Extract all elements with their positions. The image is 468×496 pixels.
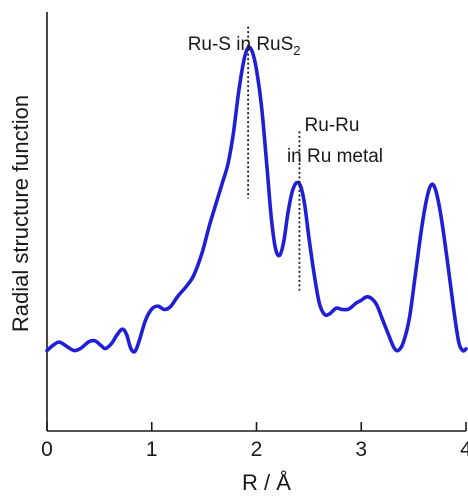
x-tick-label: 0 xyxy=(41,438,53,461)
x-tick-label: 4 xyxy=(460,438,468,461)
label-ru-s: Ru-S in RuS2 xyxy=(188,34,301,58)
x-tick-label: 3 xyxy=(355,438,367,461)
series-group xyxy=(45,45,468,354)
label-ru-ru: Ru-Ru xyxy=(305,115,360,136)
x-axis-title: R / Å xyxy=(242,470,291,495)
y-axis-title: Radial structure function xyxy=(8,95,33,332)
x-ticks: 0 1 2 3 4 xyxy=(41,422,468,461)
annotations: Ru-S in RuS2 Ru-Ru in Ru metal xyxy=(188,26,383,291)
label-in-ru-metal: in Ru metal xyxy=(287,146,383,167)
series-line xyxy=(45,45,468,354)
x-tick-label: 1 xyxy=(146,438,158,461)
x-tick-label: 2 xyxy=(251,438,263,461)
